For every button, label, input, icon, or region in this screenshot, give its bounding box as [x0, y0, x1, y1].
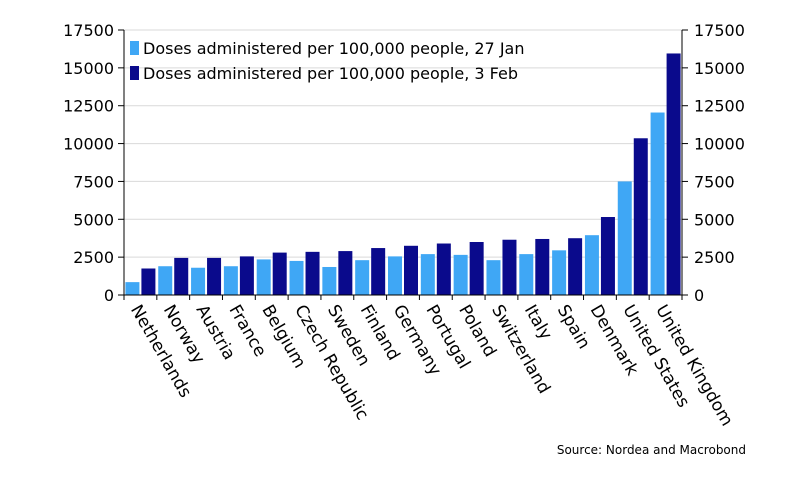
y-tick-label-right: 5000 — [694, 210, 735, 229]
y-tick-label-left: 7500 — [73, 172, 114, 191]
source-note: Source: Nordea and Macrobond — [557, 443, 746, 457]
bar-portugal-series-2 — [436, 243, 451, 295]
bar-poland-series-2 — [469, 242, 484, 295]
bar-sweden-series-2 — [338, 251, 353, 295]
bar-france-series-1 — [223, 266, 238, 295]
bar-united-states-series-2 — [633, 138, 648, 295]
bar-united-states-series-1 — [617, 181, 632, 295]
bar-united-kingdom-series-1 — [650, 112, 665, 296]
legend-label-1: Doses administered per 100,000 people, 2… — [143, 39, 524, 58]
bar-denmark-series-1 — [584, 235, 599, 295]
grid-lines — [124, 29, 682, 258]
bar-spain-series-1 — [552, 250, 567, 295]
legend-swatch-2 — [130, 66, 139, 80]
legend-swatch-1 — [130, 41, 139, 55]
bar-italy-series-1 — [519, 254, 534, 295]
bar-united-kingdom-series-2 — [666, 53, 681, 295]
y-tick-label-right: 10000 — [694, 135, 745, 154]
bar-norway-series-1 — [158, 266, 173, 295]
left-y-axis-ticks: 0 2500 5000 7500 10000 12500 15000 17500 — [63, 21, 124, 305]
bar-finland-series-1 — [355, 260, 370, 295]
bar-germany-series-2 — [404, 245, 418, 295]
y-tick-label-right: 15000 — [694, 59, 745, 78]
y-tick-label-right: 0 — [694, 286, 704, 305]
bar-italy-series-2 — [535, 238, 550, 295]
y-tick-label-left: 0 — [104, 286, 114, 305]
axes — [123, 30, 683, 300]
y-tick-label-right: 17500 — [694, 21, 745, 40]
bar-czech-republic-series-2 — [305, 251, 320, 295]
y-tick-label-left: 15000 — [63, 59, 114, 78]
bar-germany-series-1 — [388, 256, 402, 295]
y-tick-label-right: 12500 — [694, 97, 745, 116]
bar-belgium-series-2 — [272, 252, 287, 295]
bar-netherlands-series-1 — [125, 282, 140, 295]
bar-poland-series-1 — [453, 254, 468, 295]
bar-austria-series-2 — [207, 257, 222, 295]
bar-switzerland-series-2 — [502, 239, 517, 295]
y-tick-label-left: 12500 — [63, 97, 114, 116]
bar-spain-series-2 — [568, 238, 583, 295]
bar-finland-series-2 — [371, 248, 386, 295]
legend-label-2: Doses administered per 100,000 people, 3… — [143, 64, 518, 83]
y-tick-label-left: 17500 — [63, 21, 114, 40]
bar-portugal-series-1 — [420, 254, 435, 295]
bar-czech-republic-series-1 — [289, 260, 304, 295]
bar-france-series-2 — [239, 256, 254, 295]
bar-switzerland-series-1 — [486, 260, 501, 295]
bar-norway-series-2 — [174, 257, 189, 295]
bar-denmark-series-2 — [600, 217, 615, 295]
y-tick-label-right: 2500 — [694, 248, 735, 267]
right-y-axis-ticks: 0 2500 5000 7500 10000 12500 15000 17500 — [682, 21, 745, 305]
y-tick-label-left: 5000 — [73, 210, 114, 229]
y-tick-label-left: 2500 — [73, 248, 114, 267]
x-axis-labels: NetherlandsNorwayAustriaFranceBelgiumCze… — [126, 302, 737, 430]
y-tick-label-right: 7500 — [694, 172, 735, 191]
y-tick-label-left: 10000 — [63, 135, 114, 154]
bar-netherlands-series-2 — [141, 268, 156, 295]
bars — [125, 53, 681, 296]
bar-austria-series-1 — [191, 267, 206, 295]
bar-sweden-series-1 — [322, 266, 337, 295]
legend: Doses administered per 100,000 people, 2… — [130, 39, 524, 83]
bar-belgium-series-1 — [256, 259, 271, 295]
